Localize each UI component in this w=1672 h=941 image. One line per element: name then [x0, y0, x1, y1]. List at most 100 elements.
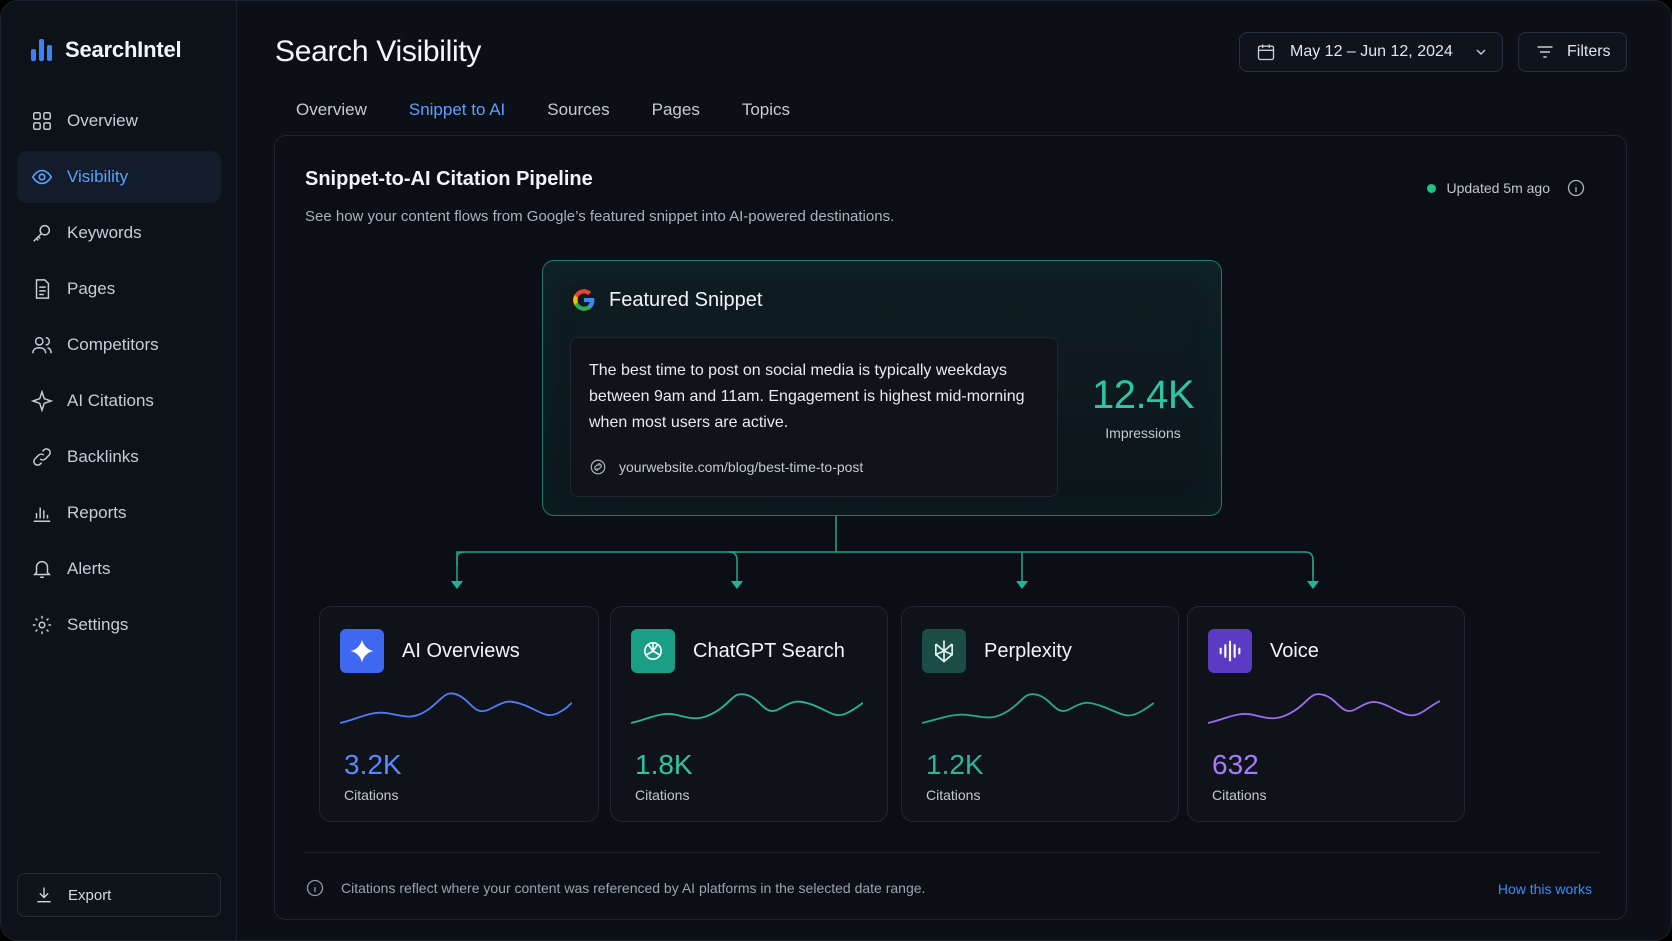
- destination-card-perplexity[interactable]: Perplexity 1.2K Citations: [901, 606, 1179, 822]
- tab-overview[interactable]: Overview: [296, 100, 367, 119]
- update-status: Updated 5m ago: [1427, 178, 1586, 198]
- destination-name: Voice: [1270, 639, 1319, 662]
- eye-icon: [31, 169, 53, 185]
- snippet-title: Featured Snippet: [609, 288, 763, 311]
- sidebar-item-label: Settings: [67, 615, 129, 634]
- brand-name: SearchIntel: [65, 37, 182, 62]
- pipeline-panel: Snippet-to-AI Citation Pipeline See how …: [274, 135, 1627, 920]
- filter-icon: [1537, 46, 1553, 58]
- destination-name: Perplexity: [984, 639, 1072, 662]
- how-this-works-link[interactable]: How this works: [1497, 881, 1592, 897]
- calendar-icon: [1257, 44, 1275, 61]
- tab-sources[interactable]: Sources: [547, 100, 610, 119]
- destination-card-ai-overviews[interactable]: AI Overviews 3.2K Citations: [319, 606, 599, 822]
- destination-header: Perplexity: [922, 629, 1072, 673]
- link-icon: [590, 459, 606, 475]
- sidebar-item-competitors[interactable]: Competitors: [17, 319, 221, 371]
- sidebar-item-settings[interactable]: Settings: [17, 599, 221, 651]
- sparkle-icon: [340, 629, 384, 673]
- grid-icon: [33, 112, 51, 130]
- link-icon: [33, 448, 51, 466]
- destination-name: AI Overviews: [402, 639, 520, 662]
- info-icon: [306, 879, 324, 897]
- tab-topics[interactable]: Topics: [741, 100, 791, 119]
- sidebar-item-label: Backlinks: [67, 447, 139, 466]
- snippet-content: The best time to post on social media is…: [570, 337, 1058, 497]
- sidebar-item-label: Visibility: [67, 167, 129, 186]
- destination-label: Citations: [635, 787, 690, 803]
- sidebar-item-backlinks[interactable]: Backlinks: [17, 431, 221, 483]
- sidebar-item-label: Reports: [67, 503, 127, 522]
- sparkline-voice: [1208, 693, 1440, 724]
- sidebar-item-label: Keywords: [67, 223, 142, 242]
- tab-pages[interactable]: Pages: [651, 100, 700, 119]
- waveform-icon: [1208, 629, 1252, 673]
- impressions-label: Impressions: [1105, 425, 1181, 441]
- sidebar-item-reports[interactable]: Reports: [17, 487, 221, 539]
- destination-label: Citations: [926, 787, 981, 803]
- document-icon: [35, 279, 50, 299]
- brand[interactable]: SearchIntel: [31, 37, 182, 63]
- sidebar-item-label: Competitors: [67, 335, 159, 354]
- key-icon: [33, 224, 51, 242]
- updated-label: Updated 5m ago: [1446, 180, 1550, 196]
- sparkle-icon: [31, 390, 53, 412]
- destination-label: Citations: [344, 787, 399, 803]
- sparkline-chatgpt: [631, 693, 863, 724]
- page-title: Search Visibility: [275, 35, 482, 68]
- google-logo-icon: [573, 289, 595, 311]
- sparkline-ai-overviews: [340, 692, 572, 724]
- sidebar-item-label: Pages: [67, 279, 116, 298]
- filters-label: Filters: [1567, 43, 1611, 60]
- date-range-picker[interactable]: May 12 – Jun 12, 2024: [1239, 32, 1503, 72]
- snippet-header: Featured Snippet: [571, 287, 762, 313]
- destination-label: Citations: [1212, 787, 1267, 803]
- divider: [303, 852, 1599, 853]
- sidebar-item-pages[interactable]: Pages: [17, 263, 221, 315]
- sidebar-nav: Overview Visibility Keywords Pages Compe…: [17, 95, 221, 655]
- footnote: Citations reflect where your content was…: [305, 878, 925, 898]
- gear-icon: [32, 615, 52, 635]
- sparkline-perplexity: [922, 693, 1154, 724]
- destination-header: ChatGPT Search: [631, 629, 845, 673]
- sidebar-item-overview[interactable]: Overview: [17, 95, 221, 147]
- perplexity-icon: [922, 629, 966, 673]
- logo-bars-icon: [31, 39, 53, 61]
- sidebar-item-keywords[interactable]: Keywords: [17, 207, 221, 259]
- footnote-text: Citations reflect where your content was…: [341, 880, 926, 896]
- impressions-value: 12.4K: [1091, 373, 1195, 417]
- sidebar-item-label: Alerts: [67, 559, 111, 578]
- download-icon: [37, 887, 51, 903]
- sidebar: SearchIntel Overview Visibility Keywords…: [1, 1, 237, 940]
- tab-bar: Overview Snippet to AI Sources Pages Top…: [275, 97, 811, 137]
- date-range-label: May 12 – Jun 12, 2024: [1290, 43, 1453, 60]
- status-dot: [1427, 183, 1437, 193]
- filters-button[interactable]: Filters: [1518, 32, 1627, 72]
- destination-card-voice[interactable]: Voice 632 Citations: [1187, 606, 1465, 822]
- destination-value: 1.2K: [926, 749, 984, 780]
- chevron-down-icon: [1476, 49, 1486, 55]
- featured-snippet-card[interactable]: Featured Snippet The best time to post o…: [542, 260, 1222, 516]
- sidebar-item-label: Overview: [67, 111, 138, 130]
- export-button[interactable]: Export: [17, 873, 221, 917]
- destination-card-chatgpt-search[interactable]: ChatGPT Search 1.8K Citations: [610, 606, 888, 822]
- sidebar-item-visibility[interactable]: Visibility: [17, 151, 221, 203]
- panel-title: Snippet-to-AI Citation Pipeline: [305, 168, 593, 190]
- info-icon[interactable]: [1566, 178, 1586, 198]
- openai-icon: [631, 629, 675, 673]
- sidebar-item-alerts[interactable]: Alerts: [17, 543, 221, 595]
- destination-header: Voice: [1208, 629, 1319, 673]
- destination-header: AI Overviews: [340, 629, 520, 673]
- sidebar-item-ai-citations[interactable]: AI Citations: [17, 375, 221, 427]
- destination-value: 1.8K: [635, 749, 693, 780]
- destination-value: 632: [1212, 749, 1259, 780]
- users-icon: [32, 336, 52, 354]
- bell-icon: [32, 561, 52, 578]
- export-label: Export: [68, 886, 112, 904]
- snippet-text: The best time to post on social media is…: [589, 362, 1025, 431]
- panel-subtitle: See how your content flows from Google’s…: [305, 208, 895, 225]
- snippet-url-row[interactable]: yourwebsite.com/blog/best-time-to-post: [589, 458, 863, 476]
- destination-value: 3.2K: [344, 749, 402, 780]
- tab-snippet-to-ai[interactable]: Snippet to AI: [387, 97, 527, 137]
